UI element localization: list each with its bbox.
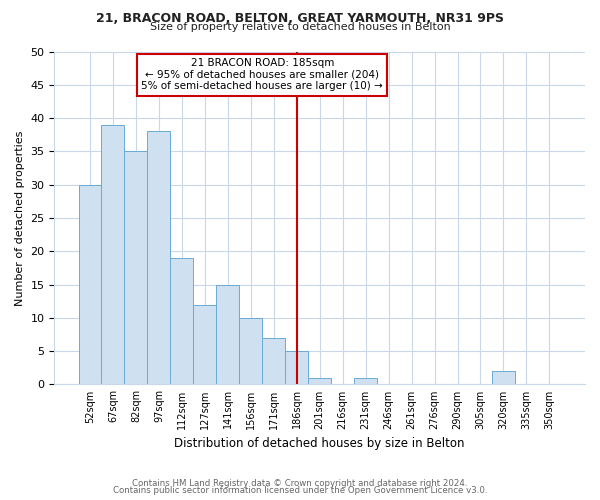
Text: Size of property relative to detached houses in Belton: Size of property relative to detached ho… [149,22,451,32]
Bar [285,351,308,384]
Bar [239,318,262,384]
Bar [354,378,377,384]
Bar [308,378,331,384]
Text: Contains HM Land Registry data © Crown copyright and database right 2024.: Contains HM Land Registry data © Crown c… [132,478,468,488]
Text: Contains public sector information licensed under the Open Government Licence v3: Contains public sector information licen… [113,486,487,495]
Bar [101,124,124,384]
Bar [170,258,193,384]
Y-axis label: Number of detached properties: Number of detached properties [15,130,25,306]
Text: 21 BRACON ROAD: 185sqm
← 95% of detached houses are smaller (204)
5% of semi-det: 21 BRACON ROAD: 185sqm ← 95% of detached… [142,58,383,92]
Bar [193,304,217,384]
Bar [124,152,148,384]
Text: 21, BRACON ROAD, BELTON, GREAT YARMOUTH, NR31 9PS: 21, BRACON ROAD, BELTON, GREAT YARMOUTH,… [96,12,504,26]
Bar [262,338,285,384]
Bar [79,184,101,384]
Bar [492,371,515,384]
Bar [217,284,239,384]
Bar [148,132,170,384]
X-axis label: Distribution of detached houses by size in Belton: Distribution of detached houses by size … [175,437,465,450]
